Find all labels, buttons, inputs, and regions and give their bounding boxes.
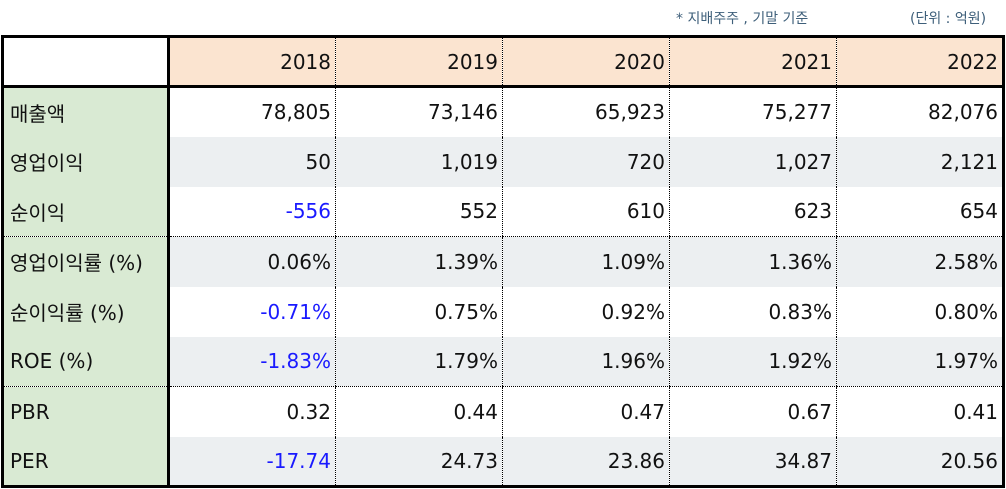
row-label: 영업이익 [1, 136, 170, 187]
value-cell: 610 [502, 186, 670, 237]
value-cell: 0.06% [168, 236, 336, 287]
row-label: 순이익률 (%) [1, 286, 170, 337]
row-label: PBR [1, 386, 170, 437]
value-cell: 1.97% [836, 336, 1005, 387]
basis-note: * 지배주주 , 기말 기준 [676, 11, 809, 27]
value-cell: 720 [502, 136, 670, 187]
value-cell: 82,076 [836, 86, 1005, 137]
value-cell: 1.79% [335, 336, 503, 387]
value-cell: 1,019 [335, 136, 503, 187]
value-cell: 75,277 [669, 86, 837, 137]
value-cell: 1.39% [335, 236, 503, 287]
value-cell: 78,805 [168, 86, 336, 137]
table-row: ROE (%) -1.83% 1.79% 1.96% 1.92% 1.97% [1, 336, 1005, 387]
value-cell: 0.41 [836, 386, 1005, 437]
value-cell: 1.36% [669, 236, 837, 287]
value-cell: 2.58% [836, 236, 1005, 287]
table-row: PBR 0.32 0.44 0.47 0.67 0.41 [1, 386, 1005, 437]
value-cell: 552 [335, 186, 503, 237]
table-row: 순이익 -556 552 610 623 654 [1, 186, 1005, 237]
table-row: 순이익률 (%) -0.71% 0.75% 0.92% 0.83% 0.80% [1, 286, 1005, 337]
value-cell: 50 [168, 136, 336, 187]
value-cell: -556 [168, 186, 336, 237]
value-cell: 24.73 [335, 436, 503, 488]
value-cell: 0.32 [168, 386, 336, 437]
table-row: PER -17.74 24.73 23.86 34.87 20.56 [1, 436, 1005, 488]
row-label: ROE (%) [1, 336, 170, 387]
year-header: 2018 [168, 35, 336, 88]
row-label: PER [1, 436, 170, 488]
year-header: 2020 [502, 35, 670, 88]
value-cell: 0.80% [836, 286, 1005, 337]
value-cell: 0.75% [335, 286, 503, 337]
financial-table: 2018 2019 2020 2021 2022 매출액 78,805 73,146… [1, 35, 1005, 488]
table-row: 매출액 78,805 73,146 65,923 75,277 82,076 [1, 86, 1005, 137]
value-cell: 1.96% [502, 336, 670, 387]
value-cell: 23.86 [502, 436, 670, 488]
value-cell: 20.56 [836, 436, 1005, 488]
year-header: 2019 [335, 35, 503, 88]
value-cell: 65,923 [502, 86, 670, 137]
row-label: 매출액 [1, 86, 170, 137]
value-cell: 0.92% [502, 286, 670, 337]
table-row: 영업이익률 (%) 0.06% 1.39% 1.09% 1.36% 2.58% [1, 236, 1005, 287]
corner-cell [1, 35, 170, 88]
value-cell: -0.71% [168, 286, 336, 337]
row-label: 순이익 [1, 186, 170, 237]
value-cell: 623 [669, 186, 837, 237]
value-cell: 0.44 [335, 386, 503, 437]
value-cell: 0.67 [669, 386, 837, 437]
header-row: 2018 2019 2020 2021 2022 [1, 35, 1005, 88]
table-row: 영업이익 50 1,019 720 1,027 2,121 [1, 136, 1005, 187]
value-cell: 1,027 [669, 136, 837, 187]
value-cell: -1.83% [168, 336, 336, 387]
year-header: 2021 [669, 35, 837, 88]
value-cell: 2,121 [836, 136, 1005, 187]
unit-note: (단위 : 억원) [910, 11, 987, 27]
row-label: 영업이익률 (%) [1, 236, 170, 287]
value-cell: 654 [836, 186, 1005, 237]
value-cell: -17.74 [168, 436, 336, 488]
year-header: 2022 [836, 35, 1005, 88]
value-cell: 1.09% [502, 236, 670, 287]
value-cell: 0.83% [669, 286, 837, 337]
value-cell: 0.47 [502, 386, 670, 437]
value-cell: 1.92% [669, 336, 837, 387]
value-cell: 73,146 [335, 86, 503, 137]
value-cell: 34.87 [669, 436, 837, 488]
